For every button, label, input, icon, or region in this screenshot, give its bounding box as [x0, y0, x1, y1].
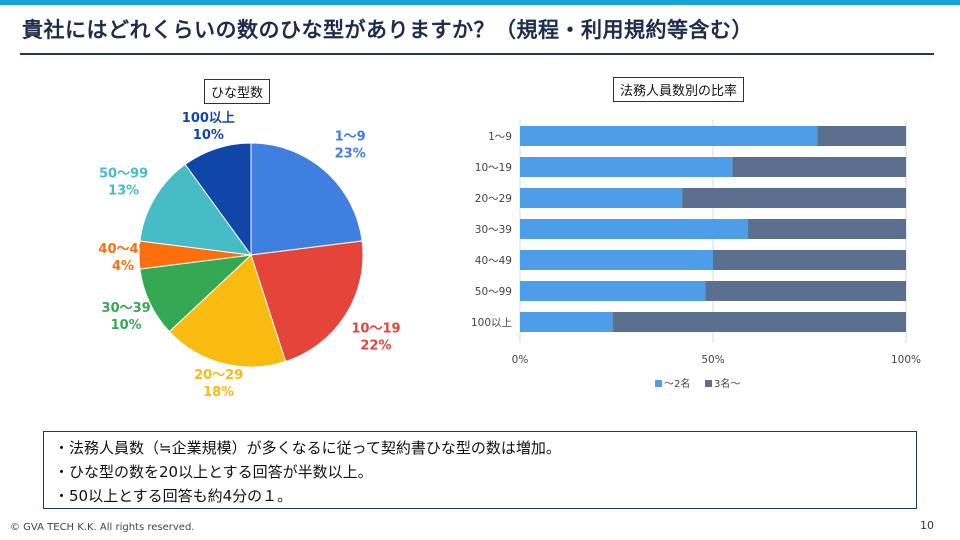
pie-slice [184, 142, 252, 257]
bar-category-label: 40〜49 [475, 255, 512, 267]
page-number: 10 [920, 519, 934, 532]
pie-slice [139, 163, 253, 256]
pie-value-label: 22% [360, 338, 391, 353]
pie-chart-title: ひな型数 [204, 79, 271, 104]
pie-slice [168, 254, 287, 368]
bar-segment-3-or-more [817, 126, 906, 146]
bar-category-label: 1〜9 [488, 131, 512, 143]
note-line-3: ・50以上とする回答も約4分の１。 [54, 487, 293, 505]
bar-segment-2-or-less [520, 157, 733, 177]
bar-chart-title: 法務人員数別の比率 [613, 77, 745, 102]
legend-label: 〜2名 [664, 377, 690, 390]
bar-segment-3-or-more [732, 157, 906, 177]
bar-category-label: 10〜19 [475, 162, 512, 174]
x-tick-label: 100% [891, 354, 921, 366]
bar-segment-3-or-more [705, 281, 906, 301]
bar-segment-3-or-more [747, 219, 906, 239]
pie-category-label: 1〜9 [335, 129, 366, 144]
pie-category-label: 10〜19 [351, 321, 400, 336]
bar-segment-2-or-less [520, 126, 818, 146]
bar-category-label: 20〜29 [475, 193, 512, 205]
bar-segment-3-or-more [612, 312, 906, 332]
x-tick-label: 0% [512, 354, 529, 366]
bar-chart: 1〜9 10〜19 20〜29 30〜39 40〜49 50〜99 100以上 0% 50% 10… [471, 120, 921, 390]
notes-box: ・法務人員数（≒企業規模）が多くなるに従って契約書ひな型の数は増加。 ・ひな型の… [43, 431, 917, 509]
bar-segment-3-or-more [682, 188, 906, 208]
legend-swatch [655, 380, 662, 387]
pie-category-label: 20〜29 [194, 368, 243, 383]
pie-slice [250, 240, 364, 363]
pie-category-label: 100以上 [182, 111, 235, 126]
note-line-2: ・ひな型の数を20以上とする回答が半数以上。 [54, 463, 373, 481]
top-accent-bar [0, 0, 960, 5]
pie-value-label: 4% [112, 259, 134, 274]
pie-chart: 1〜9 23% 10〜19 22% 20〜29 18% 30〜39 10% 40〜49 4% 50〜… [98, 111, 400, 400]
bar-category-label: 100以上 [471, 317, 512, 329]
bar-segment-2-or-less [520, 188, 683, 208]
bar-segment-2-or-less [520, 281, 706, 301]
pie-category-label: 40〜49 [98, 242, 147, 257]
legend-label: 3名〜 [714, 377, 740, 390]
copyright-footer: © GVA TECH K.K. All rights reserved. [10, 522, 195, 533]
note-line-1: ・法務人員数（≒企業規模）が多くなるに従って契約書ひな型の数は増加。 [54, 439, 561, 457]
pie-category-label: 50〜99 [99, 167, 148, 182]
bar-category-label: 30〜39 [475, 224, 512, 236]
pie-category-label: 30〜39 [102, 301, 151, 316]
x-tick-label: 50% [701, 354, 724, 366]
legend-swatch [705, 380, 712, 387]
bar-segment-2-or-less [520, 250, 713, 270]
pie-value-label: 18% [203, 385, 234, 400]
page-title: 貴社にはどれくらいの数のひな型がありますか？（規程・利用規約等含む） [22, 18, 753, 42]
title-divider [20, 53, 934, 55]
bar-segment-3-or-more [713, 250, 906, 270]
pie-value-label: 10% [193, 128, 224, 143]
bar-segment-2-or-less [520, 312, 613, 332]
pie-value-label: 10% [111, 318, 142, 333]
pie-slice [250, 142, 363, 256]
pie-value-label: 23% [335, 146, 366, 161]
bar-segment-2-or-less [520, 219, 748, 239]
pie-value-label: 13% [108, 184, 139, 199]
bar-category-label: 50〜99 [475, 286, 512, 298]
